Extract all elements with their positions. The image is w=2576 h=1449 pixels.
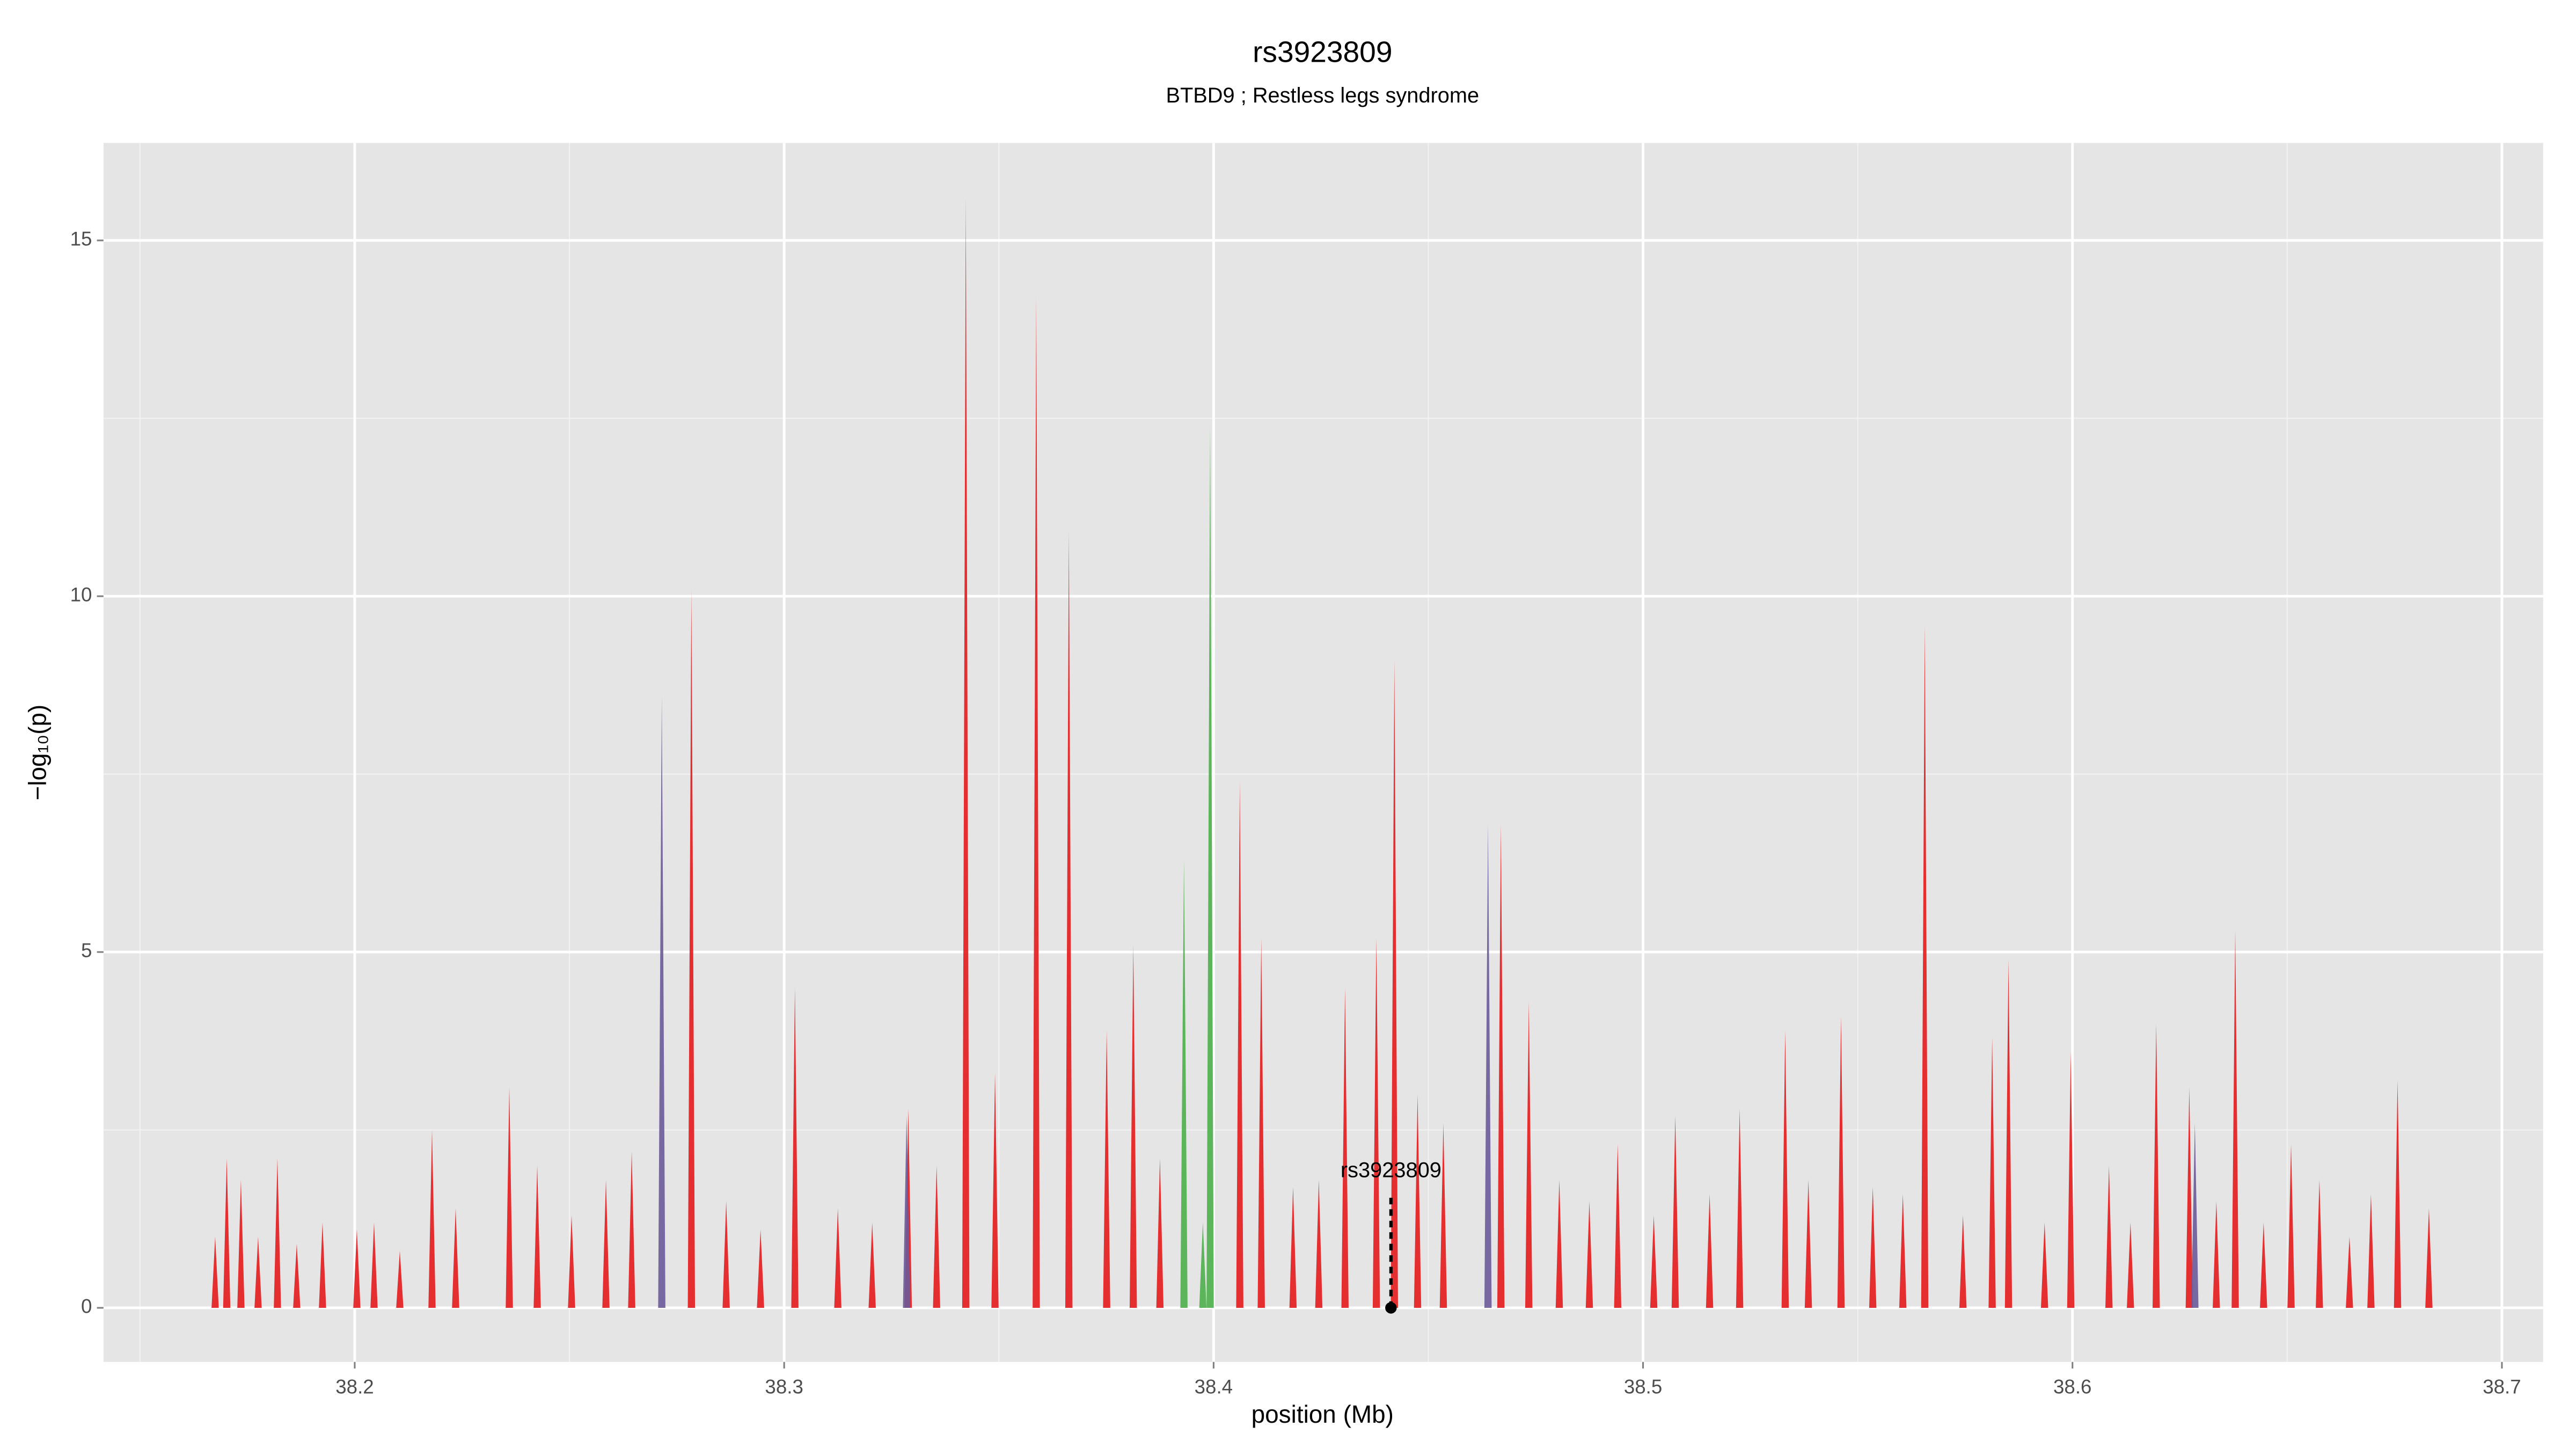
spike bbox=[1289, 1187, 1297, 1308]
spike bbox=[254, 1236, 262, 1308]
spike bbox=[1650, 1215, 1658, 1308]
spike bbox=[1497, 824, 1505, 1308]
spike bbox=[1804, 1180, 1812, 1308]
annotation-label: rs3923809 bbox=[1341, 1158, 1441, 1182]
y-tick-label: 0 bbox=[81, 1296, 92, 1318]
spike bbox=[353, 1230, 361, 1308]
spike bbox=[722, 1201, 730, 1308]
spike bbox=[506, 1087, 513, 1308]
y-tick-label: 15 bbox=[70, 228, 92, 250]
y-tick-label: 5 bbox=[81, 940, 92, 962]
spike bbox=[2260, 1222, 2267, 1308]
spike bbox=[1372, 938, 1380, 1308]
spike bbox=[2153, 1023, 2160, 1308]
spike bbox=[1199, 1222, 1207, 1308]
spike bbox=[2231, 931, 2239, 1308]
spike bbox=[533, 1165, 541, 1308]
spike bbox=[2367, 1194, 2375, 1308]
spike bbox=[658, 696, 665, 1308]
spike bbox=[2191, 1123, 2199, 1308]
spike bbox=[2316, 1180, 2323, 1308]
spike bbox=[428, 1130, 436, 1308]
spike bbox=[1921, 625, 1929, 1308]
spike bbox=[2185, 1087, 2193, 1308]
spike bbox=[962, 197, 970, 1308]
x-tick-label: 38.3 bbox=[765, 1375, 803, 1397]
spike bbox=[1315, 1180, 1323, 1308]
spike bbox=[2346, 1236, 2353, 1308]
spike bbox=[868, 1222, 876, 1308]
spike bbox=[1391, 660, 1398, 1308]
spike bbox=[396, 1250, 404, 1308]
spike bbox=[2105, 1165, 2113, 1308]
spike bbox=[1341, 987, 1349, 1308]
spike bbox=[791, 987, 799, 1308]
spike bbox=[1257, 938, 1265, 1308]
spike bbox=[2394, 1080, 2402, 1308]
chart-subtitle: BTBD9 ; Restless legs syndrome bbox=[1166, 84, 1479, 107]
spike bbox=[1837, 1016, 1845, 1308]
spike bbox=[237, 1180, 245, 1308]
spike bbox=[1988, 1037, 1996, 1308]
spike bbox=[2004, 959, 2012, 1308]
spike bbox=[1065, 532, 1073, 1308]
spike bbox=[274, 1158, 281, 1308]
spike bbox=[687, 589, 696, 1308]
annotation-point bbox=[1385, 1302, 1397, 1314]
x-tick-label: 38.5 bbox=[1624, 1375, 1662, 1397]
spike bbox=[1103, 1030, 1110, 1308]
spike bbox=[2213, 1201, 2220, 1308]
spike bbox=[1525, 1001, 1533, 1308]
spike bbox=[2425, 1208, 2433, 1308]
spike bbox=[1555, 1180, 1563, 1308]
chart-title: rs3923809 bbox=[1253, 35, 1392, 69]
spike bbox=[1484, 824, 1492, 1308]
y-tick-label: 10 bbox=[70, 584, 92, 606]
spike bbox=[933, 1165, 940, 1308]
spike bbox=[293, 1243, 301, 1308]
spike bbox=[1180, 859, 1188, 1308]
x-tick-label: 38.4 bbox=[1195, 1375, 1233, 1397]
plot-panel bbox=[103, 143, 2543, 1362]
spike bbox=[568, 1215, 575, 1308]
spike bbox=[223, 1158, 231, 1308]
spike bbox=[370, 1222, 378, 1308]
y-axis-label: −log₁₀(p) bbox=[24, 705, 52, 801]
spike bbox=[1439, 1123, 1447, 1308]
spike bbox=[903, 1115, 910, 1308]
spike bbox=[1236, 781, 1243, 1308]
spike bbox=[1781, 1030, 1789, 1308]
x-axis-label: position (Mb) bbox=[1252, 1400, 1394, 1428]
spike bbox=[2041, 1222, 2048, 1308]
spike bbox=[1869, 1187, 1877, 1308]
spike bbox=[319, 1222, 326, 1308]
spike bbox=[211, 1236, 219, 1308]
spike bbox=[2067, 1051, 2075, 1308]
x-tick-label: 38.6 bbox=[2053, 1375, 2091, 1397]
spike bbox=[602, 1180, 610, 1308]
spike bbox=[757, 1230, 764, 1308]
spike bbox=[1033, 297, 1040, 1308]
spike bbox=[1899, 1194, 1907, 1308]
spike bbox=[452, 1208, 459, 1308]
spike bbox=[1156, 1158, 1164, 1308]
x-tick-label: 38.2 bbox=[335, 1375, 374, 1397]
spike bbox=[1414, 1094, 1422, 1308]
spike bbox=[834, 1208, 841, 1308]
spike bbox=[1614, 1144, 1622, 1308]
spike bbox=[2127, 1222, 2134, 1308]
spike bbox=[628, 1151, 635, 1308]
spike bbox=[1736, 1108, 1744, 1308]
spike bbox=[1671, 1115, 1679, 1308]
spike bbox=[1706, 1194, 1714, 1308]
spike bbox=[991, 1073, 999, 1308]
spike bbox=[1585, 1201, 1593, 1308]
spike bbox=[2287, 1144, 2295, 1308]
spike bbox=[1129, 945, 1137, 1308]
spike bbox=[1206, 425, 1214, 1308]
x-tick-label: 38.7 bbox=[2483, 1375, 2521, 1397]
spike bbox=[1959, 1215, 1967, 1308]
